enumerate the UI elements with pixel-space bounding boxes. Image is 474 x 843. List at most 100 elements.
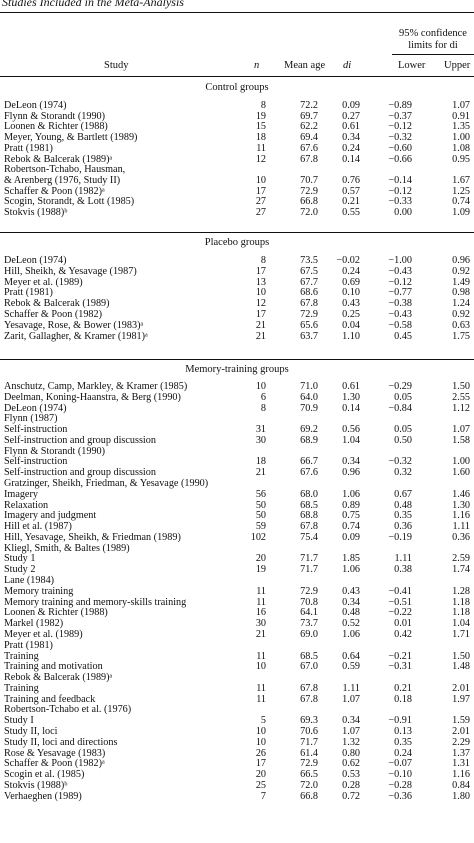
table-row: Rebok & Balcerak (1989)ᵃ (0, 672, 474, 683)
cell-study: Memory training (4, 585, 74, 597)
cell-n: 25 (255, 779, 266, 791)
table-row: Markel (1982) 30 73.7 0.52 0.01 1.04 (0, 618, 474, 629)
cell-study: Meyer et al. (1989) (4, 276, 83, 288)
cell-up: 2.59 (452, 553, 470, 565)
cell-age: 70.8 (300, 596, 318, 608)
cell-n: 17 (255, 758, 266, 770)
cell-n: 7 (260, 790, 266, 802)
cell-age: 68.8 (300, 510, 318, 522)
table-row: DeLeon (1974) 8 70.9 0.14 −0.84 1.12 (0, 403, 474, 414)
cell-up: 1.48 (452, 661, 470, 673)
cell-lo: −0.84 (388, 402, 412, 414)
cell-lo: −0.66 (388, 153, 412, 165)
cell-n: 20 (255, 769, 266, 781)
cell-lo: −1.00 (388, 255, 412, 266)
cell-study: Self-instruction and group discussion (4, 434, 156, 446)
cell-age: 70.6 (300, 725, 318, 737)
cell-age: 70.7 (300, 174, 318, 186)
cell-study: Markel (1982) (4, 618, 64, 630)
cell-lo: −0.10 (388, 769, 412, 781)
cell-d: 0.96 (342, 467, 360, 479)
cell-study: Study 2 (4, 564, 36, 576)
cell-study: DeLeon (1974) (4, 255, 67, 266)
cell-study: Meyer et al. (1989) (4, 628, 83, 640)
table-row: & Arenberg (1976, Study II) 10 70.7 0.76 −0.… (0, 175, 474, 186)
cell-up: 1.09 (452, 207, 470, 218)
cell-lo: −0.36 (388, 790, 412, 802)
cell-lo: 0.36 (394, 521, 412, 533)
table-row: Rebok & Balcerak (1989) 12 67.8 0.43 −0.38 1.… (0, 298, 474, 309)
header-lower: Lower (398, 60, 426, 71)
table-row: Study II, loci and directions 10 71.7 1.32 0… (0, 737, 474, 748)
cell-up: 0.84 (452, 779, 470, 791)
table-row: Gratzinger, Sheikh, Friedman, & Yesavage… (0, 478, 474, 489)
cell-age: 68.0 (300, 488, 318, 500)
cell-up: 1.07 (452, 424, 470, 436)
cell-up: 2.01 (452, 682, 470, 694)
cell-study: Pratt (1981) (4, 639, 53, 651)
cell-lo: −0.12 (388, 121, 412, 133)
cell-d: 0.34 (342, 132, 360, 144)
cell-study: Yesavage, Rose, & Bower (1983)ᵃ (4, 319, 144, 331)
cell-d: 0.24 (342, 265, 360, 277)
header-rule (0, 76, 474, 77)
cell-up: 1.60 (452, 467, 470, 479)
cell-lo: −0.14 (388, 174, 412, 186)
cell-study: Imagery and judgment (4, 510, 97, 522)
cell-d: 1.10 (342, 330, 360, 342)
cell-up: 1.00 (452, 456, 470, 468)
cell-lo: −0.28 (388, 779, 412, 791)
cell-age: 75.4 (300, 531, 318, 543)
table-row: Scogin, Storandt, & Lott (1985) 27 66.8 0.2… (0, 196, 474, 207)
cell-d: 0.25 (342, 309, 360, 320)
table-row: DeLeon (1974) 8 72.2 0.09 −0.89 1.07 (0, 100, 474, 111)
cell-lo: −0.33 (388, 196, 412, 208)
cell-study: Hill et al. (1987) (4, 521, 72, 533)
cell-n: 11 (256, 682, 266, 694)
cell-study: Schaffer & Poon (1982)ᵃ (4, 185, 105, 197)
cell-age: 62.2 (300, 121, 318, 133)
cell-age: 67.8 (300, 682, 318, 694)
cell-age: 66.8 (300, 790, 318, 802)
cell-n: 5 (260, 715, 266, 727)
cell-d: 0.14 (342, 402, 360, 414)
cell-lo: −0.21 (388, 650, 412, 662)
cell-up: 1.24 (452, 298, 470, 310)
cell-d: 0.56 (342, 424, 360, 436)
cell-lo: −0.51 (388, 596, 412, 608)
cell-lo: −0.43 (388, 265, 412, 277)
cell-up: 1.08 (452, 142, 470, 154)
cell-up: 1.58 (452, 434, 470, 446)
cell-d: 1.07 (342, 693, 360, 705)
cell-age: 67.8 (300, 693, 318, 705)
cell-n: 10 (255, 661, 266, 673)
cell-d: 1.32 (342, 736, 360, 748)
cell-d: 0.61 (342, 381, 360, 392)
cell-age: 71.7 (300, 736, 318, 748)
table-row: Training 11 68.5 0.64 −0.21 1.50 (0, 651, 474, 662)
table-row: Schaffer & Poon (1982)ᵃ 17 72.9 0.62 −0.07 1.… (0, 758, 474, 769)
cell-age: 65.6 (300, 319, 318, 331)
table-row: Relaxation 50 68.5 0.89 0.48 1.30 (0, 500, 474, 511)
cell-lo: 1.11 (394, 553, 412, 565)
cell-n: 8 (260, 255, 266, 266)
cell-study: Self-instruction (4, 424, 68, 436)
cell-study: Self-instruction and group discussion (4, 467, 156, 479)
cell-up: 1.25 (452, 185, 470, 197)
cell-d: 1.11 (342, 682, 360, 694)
cell-age: 69.4 (300, 132, 318, 144)
cell-up: 1.35 (452, 121, 470, 133)
cell-study: DeLeon (1974) (4, 100, 67, 111)
cell-lo: 0.35 (394, 510, 412, 522)
cell-study: Robertson-Tchabo, Hausman, (4, 164, 126, 176)
cell-lo: 0.38 (394, 564, 412, 576)
cell-n: 6 (260, 391, 266, 403)
cell-n: 21 (255, 319, 266, 331)
cell-study: Scogin et al. (1985) (4, 769, 85, 781)
cell-study: Hill, Sheikh, & Yesavage (1987) (4, 265, 137, 277)
cell-lo: −0.22 (388, 607, 412, 619)
cell-d: 0.80 (342, 747, 360, 759)
group-divider (0, 359, 474, 360)
table-row: Self-instruction 18 66.7 0.34 −0.32 1.00 (0, 456, 474, 467)
